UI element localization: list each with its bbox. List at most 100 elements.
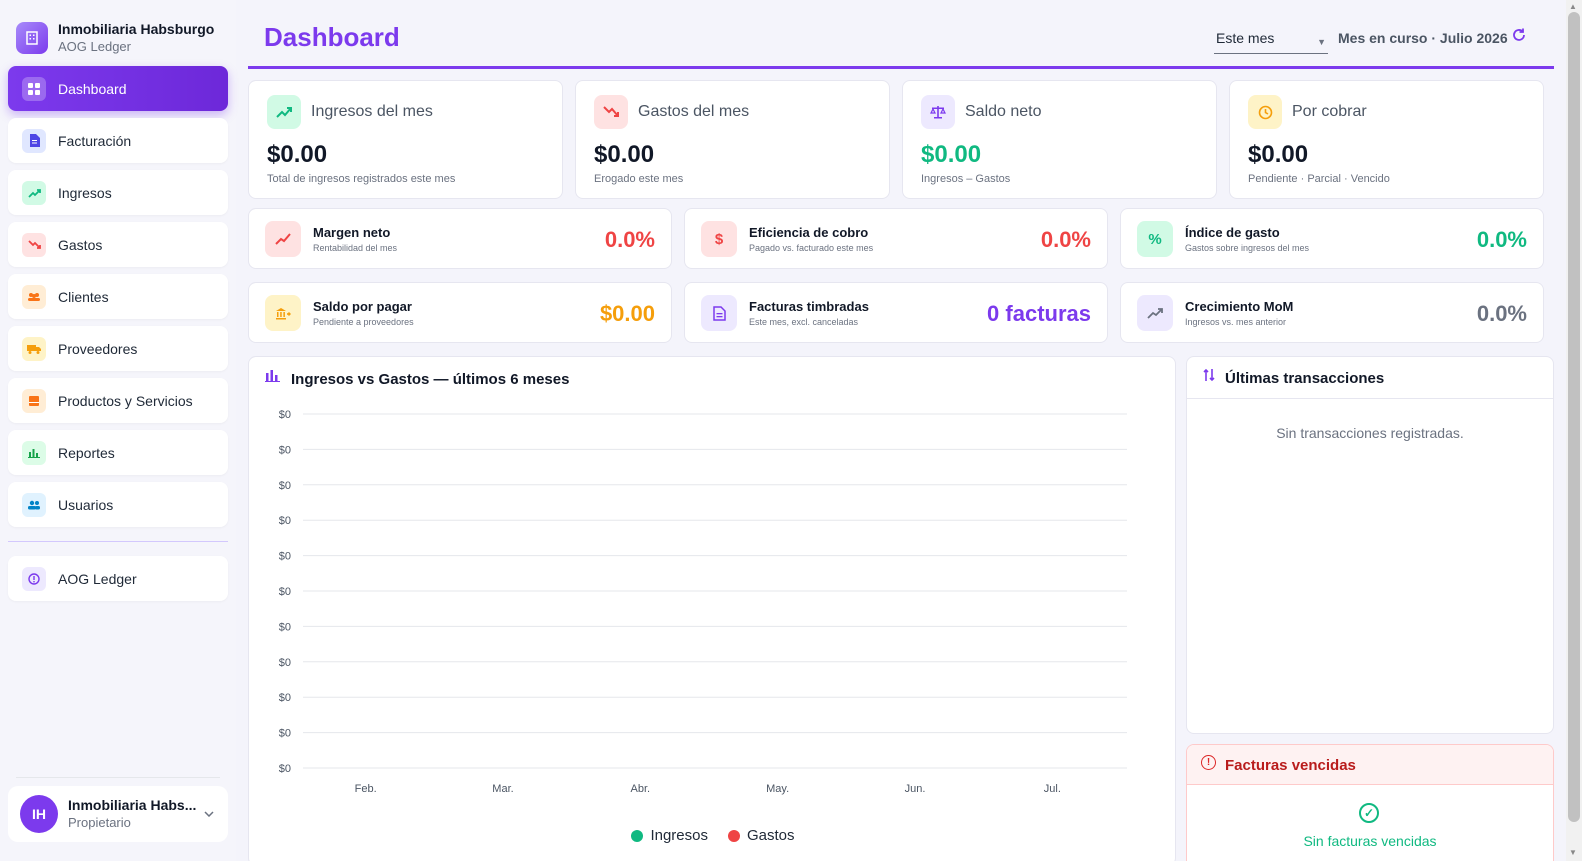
metric-subtitle: Este mes, excl. canceladas <box>749 317 859 327</box>
overdue-empty: Sin facturas vencidas <box>1303 833 1437 849</box>
legend-dot <box>631 829 644 842</box>
x-tick-label: Jun. <box>905 783 926 795</box>
transactions-panel: Últimas transacciones Sin transacciones … <box>1186 356 1554 734</box>
period-label: Mes en curso · Julio 2026 <box>1338 30 1508 46</box>
metric-title: Facturas timbradas <box>749 299 869 314</box>
scale-icon <box>921 95 955 129</box>
metric-title: Índice de gasto <box>1185 225 1280 240</box>
sidebar-divider <box>8 541 228 542</box>
legend-item-ingresos[interactable]: Ingresos <box>631 827 708 844</box>
metric-value: 0.0% <box>1476 301 1527 326</box>
x-tick-label: Feb. <box>355 783 377 795</box>
user-name: Inmobiliaria Habs... <box>68 797 197 813</box>
metric-subtitle: Rentabilidad del mes <box>313 243 398 253</box>
metric-title: Saldo por pagar <box>313 299 412 314</box>
x-tick-label: May. <box>766 783 789 795</box>
legend-dot <box>728 829 740 842</box>
overdue-title: Facturas vencidas <box>1225 757 1356 774</box>
brand[interactable]: Inmobiliaria Habsburgo AOG Ledger <box>16 20 214 56</box>
bank-icon <box>265 295 301 331</box>
chart-canvas: $0 $0 $0 $0 $0 $0 $0 $0 $0 $0 $0 Feb. Mar. Abr. May. Ju… <box>279 409 1127 795</box>
sidebar-item-aog-ledger[interactable]: AOG Ledger <box>8 556 228 601</box>
dollar-icon: $ <box>701 221 737 257</box>
people-icon <box>22 284 46 309</box>
sidebar-item-label: Clientes <box>58 288 109 305</box>
chevron-down-icon[interactable] <box>204 806 214 820</box>
sidebar-item-productos[interactable]: Productos y Servicios <box>8 378 228 423</box>
alert-icon: ! <box>1201 755 1216 770</box>
sidebar-item-clientes[interactable]: Clientes <box>8 274 228 319</box>
sidebar-item-reportes[interactable]: Reportes <box>8 430 228 475</box>
percent-icon: % <box>1137 221 1173 257</box>
sidebar-item-dashboard[interactable]: Dashboard <box>8 66 228 111</box>
sidebar-item-usuarios[interactable]: Usuarios <box>8 482 228 527</box>
sidebar-item-label: Usuarios <box>58 496 114 513</box>
sidebar-item-facturacion[interactable]: Facturación <box>8 118 228 163</box>
clock-icon <box>1248 95 1282 129</box>
sidebar-item-proveedores[interactable]: Proveedores <box>8 326 228 371</box>
y-tick-label: $0 <box>279 586 291 598</box>
y-tick-label: $0 <box>279 515 291 527</box>
period-select[interactable]: Este mes ▼ <box>1214 28 1328 54</box>
bar-chart-icon <box>22 440 46 465</box>
chart-panel: Ingresos vs Gastos — últimos 6 meses $0 $… <box>248 356 1176 861</box>
metric-subtitle: Gastos sobre ingresos del mes <box>1185 243 1310 253</box>
kpi-subtitle: Total de ingresos registrados este mes <box>267 173 456 185</box>
y-tick-label: $0 <box>279 763 291 775</box>
page-title: Dashboard <box>264 22 400 52</box>
metric-value: 0.0% <box>1476 227 1527 252</box>
metric-title: Crecimiento MoM <box>1185 299 1294 314</box>
y-tick-label: $0 <box>279 657 291 669</box>
y-tick-label: $0 <box>279 409 291 421</box>
chart-legend: Ingresos Gastos <box>249 827 1177 844</box>
page-header: Dashboard Este mes ▼ Mes en curso · Juli… <box>248 0 1554 69</box>
user-role: Propietario <box>68 815 131 830</box>
kpi-title: Ingresos del mes <box>311 103 433 120</box>
user-menu[interactable]: IH Inmobiliaria Habs... Propietario <box>8 786 228 842</box>
invoice-icon <box>701 295 737 331</box>
metric-card-margen-neto: Margen neto Rentabilidad del mes 0.0% <box>248 208 672 269</box>
sidebar-item-label: Dashboard <box>58 80 127 97</box>
chart-title: Ingresos vs Gastos — últimos 6 meses <box>291 371 570 388</box>
refresh-icon[interactable] <box>1512 28 1526 47</box>
metric-subtitle: Pendiente a proveedores <box>313 317 414 327</box>
kpi-card-gastos: Gastos del mes $0.00 Erogado este mes <box>575 80 890 199</box>
building-icon <box>16 22 48 54</box>
sidebar-item-gastos[interactable]: Gastos <box>8 222 228 267</box>
brand-subtitle: AOG Ledger <box>58 39 131 54</box>
swap-vertical-icon <box>1203 368 1215 385</box>
sidebar: Inmobiliaria Habsburgo AOG Ledger Dashbo… <box>0 0 236 861</box>
trend-up-icon <box>22 180 46 205</box>
scrollbar[interactable]: ▲ ▼ <box>1566 0 1582 861</box>
metric-value: 0.0% <box>604 227 655 252</box>
scroll-up-icon[interactable]: ▲ <box>1569 2 1577 11</box>
box-icon <box>22 388 46 413</box>
kpi-title: Saldo neto <box>965 103 1042 120</box>
metric-card-eficiencia: $ Eficiencia de cobro Pagado vs. factura… <box>684 208 1108 269</box>
x-tick-label: Abr. <box>631 783 651 795</box>
sidebar-item-label: Proveedores <box>58 340 138 357</box>
caret-down-icon: ▼ <box>1317 37 1326 47</box>
metric-value: 0 facturas <box>987 301 1091 326</box>
kpi-value: $0.00 <box>267 141 328 168</box>
scrollbar-thumb[interactable] <box>1568 12 1580 822</box>
truck-icon <box>22 336 46 361</box>
sidebar-item-ingresos[interactable]: Ingresos <box>8 170 228 215</box>
kpi-card-por-cobrar: Por cobrar $0.00 Pendiente · Parcial · V… <box>1229 80 1544 199</box>
kpi-card-saldo: Saldo neto $0.00 Ingresos – Gastos <box>902 80 1217 199</box>
y-tick-label: $0 <box>279 728 291 740</box>
kpi-value: $0.00 <box>594 141 655 168</box>
scroll-down-icon[interactable]: ▼ <box>1569 848 1577 857</box>
brand-name: Inmobiliaria Habsburgo <box>58 21 215 37</box>
users-icon <box>22 492 46 517</box>
trend-down-icon <box>594 95 628 129</box>
y-tick-label: $0 <box>279 444 291 456</box>
legend-label: Gastos <box>747 827 795 844</box>
legend-item-gastos[interactable]: Gastos <box>728 827 795 844</box>
metric-title: Margen neto <box>313 225 391 240</box>
metric-subtitle: Ingresos vs. mes anterior <box>1185 317 1287 327</box>
check-circle-icon: ✓ <box>1359 803 1379 823</box>
transactions-title: Últimas transacciones <box>1225 370 1385 387</box>
y-tick-label: $0 <box>279 480 291 492</box>
metric-title: Eficiencia de cobro <box>749 225 869 240</box>
